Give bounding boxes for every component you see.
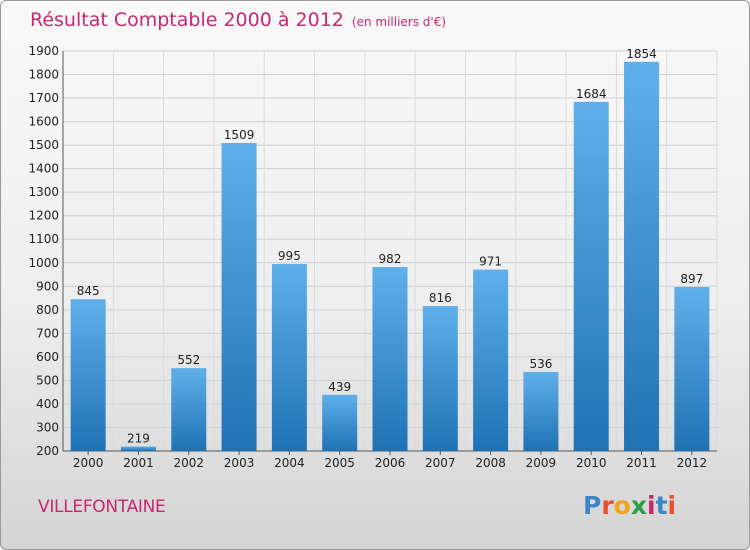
logo-letter: P <box>583 491 602 520</box>
logo-letter: i <box>647 491 656 520</box>
y-tick-label: 1600 <box>28 115 59 129</box>
x-tick-label: 2000 <box>73 456 104 470</box>
y-tick-label: 1800 <box>28 68 59 82</box>
x-tick-label: 2006 <box>375 456 406 470</box>
bar-2002 <box>171 368 207 451</box>
data-label: 995 <box>278 249 301 263</box>
y-tick-label: 300 <box>36 420 59 434</box>
data-label: 219 <box>127 432 150 446</box>
data-label: 816 <box>429 291 452 305</box>
x-tick-label: 2005 <box>324 456 355 470</box>
logo-letter: t <box>655 491 668 520</box>
x-tick-label: 2008 <box>475 456 506 470</box>
bar-2008 <box>473 269 509 451</box>
logo-letter: r <box>601 491 614 520</box>
logo-letter: o <box>613 491 631 520</box>
bar-2005 <box>322 394 358 451</box>
y-tick-label: 500 <box>36 373 59 387</box>
data-label: 897 <box>680 272 703 286</box>
x-tick-label: 2010 <box>576 456 607 470</box>
bar-2011 <box>624 61 660 452</box>
bar-2004 <box>271 263 307 451</box>
bar-2007 <box>422 306 458 451</box>
y-tick-label: 400 <box>36 397 59 411</box>
y-tick-label: 1900 <box>28 44 59 58</box>
logo-letter: x <box>630 491 647 520</box>
y-tick-label: 1700 <box>28 91 59 105</box>
x-tick-label: 2011 <box>626 456 657 470</box>
x-tick-label: 2004 <box>274 456 305 470</box>
x-tick-label: 2002 <box>173 456 204 470</box>
bar-2009 <box>523 371 559 451</box>
x-tick-label: 2007 <box>425 456 456 470</box>
data-label: 971 <box>479 255 502 269</box>
y-tick-label: 1200 <box>28 209 59 223</box>
y-tick-label: 700 <box>36 326 59 340</box>
data-label: 552 <box>177 353 200 367</box>
x-tick-label: 2003 <box>224 456 255 470</box>
chart-title: Résultat Comptable 2000 à 2012 (en millie… <box>30 9 446 31</box>
y-tick-label: 1500 <box>28 138 59 152</box>
bar-2010 <box>573 101 609 451</box>
data-label: 439 <box>328 380 351 394</box>
bar-2003 <box>221 143 257 451</box>
data-label: 1684 <box>576 87 607 101</box>
city-name: VILLEFONTAINE <box>38 497 166 517</box>
subtitle-text: (en milliers d'€) <box>351 15 447 29</box>
y-tick-label: 200 <box>36 444 59 458</box>
data-label: 1509 <box>224 128 255 142</box>
x-tick-label: 2009 <box>526 456 557 470</box>
y-tick-label: 1000 <box>28 256 59 270</box>
bar-2001 <box>120 446 156 451</box>
title-text: Résultat Comptable 2000 à 2012 <box>30 9 344 31</box>
data-label: 845 <box>77 284 100 298</box>
logo-letter: i <box>667 491 677 520</box>
y-tick-label: 800 <box>36 303 59 317</box>
y-tick-label: 900 <box>36 279 59 293</box>
bar-2000 <box>70 299 106 451</box>
y-tick-label: 1400 <box>28 162 59 176</box>
data-label: 982 <box>379 252 402 266</box>
y-tick-label: 1300 <box>28 185 59 199</box>
bar-2006 <box>372 267 408 451</box>
data-label: 1854 <box>626 47 657 61</box>
bar-2012 <box>674 287 710 451</box>
x-tick-label: 2012 <box>677 456 708 470</box>
y-tick-label: 1100 <box>28 232 59 246</box>
y-tick-label: 600 <box>36 350 59 364</box>
data-label: 536 <box>529 357 552 371</box>
x-tick-label: 2001 <box>123 456 154 470</box>
proxiti-logo[interactable]: Proxiti <box>583 491 676 520</box>
